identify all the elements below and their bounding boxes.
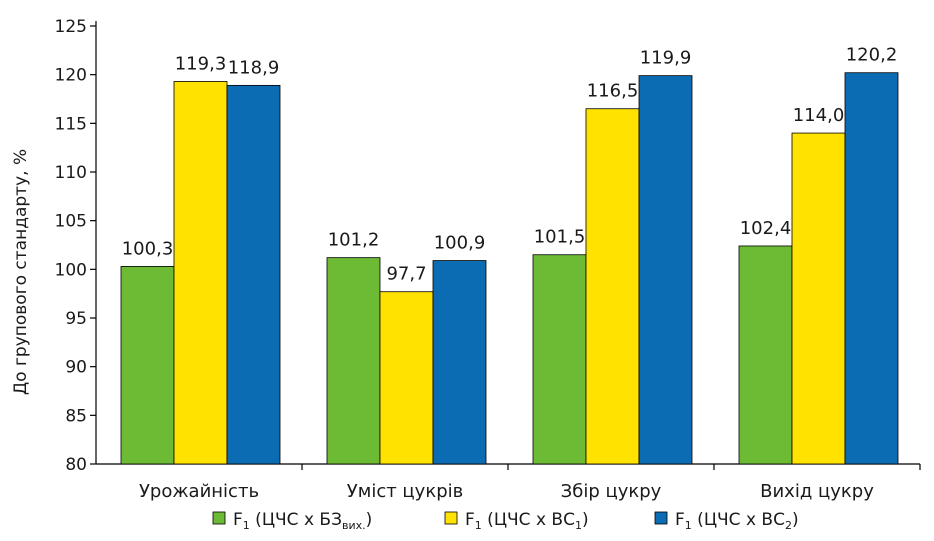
data-label: 120,2: [846, 45, 898, 66]
value-labels: 100,3 101,2 101,5 102,4 119,3 97,7 116,5 114,0 1…: [122, 45, 898, 285]
x-category-label: Урожайність: [139, 481, 259, 502]
y-tick-label: 100: [55, 260, 87, 280]
bar-series-1-Урожайність: [120, 266, 175, 465]
y-axis-title: До групового стандарту, %: [11, 149, 31, 395]
axes: 80 85 90 95 100 105 110 115 120 125 Урожайність Умі…: [55, 17, 921, 502]
data-label: 116,5: [587, 81, 639, 102]
y-tick-label: 115: [55, 114, 87, 134]
legend-label-1: F1 (ЦЧС х БЗвих.): [233, 510, 372, 532]
legend-label-3: F1 (ЦЧС х ВС2): [675, 510, 799, 532]
data-label: 101,2: [328, 230, 380, 251]
y-tick-label: 120: [55, 66, 87, 86]
data-label: 114,0: [793, 105, 845, 126]
bar-series-3-Вихід цукру: [844, 72, 899, 465]
legend-swatch-3: [654, 511, 668, 525]
data-label: 119,9: [640, 48, 692, 69]
data-label: 97,7: [386, 264, 426, 285]
bar-series-3-Урожайність: [226, 84, 281, 465]
bar-series-2-Уміст цукрів: [379, 291, 434, 465]
data-label: 102,4: [740, 218, 792, 239]
data-label: 100,9: [434, 233, 486, 254]
legend-swatch-1: [212, 511, 226, 525]
x-category-label: Уміст цукрів: [347, 481, 463, 502]
y-tick-label: 85: [65, 406, 87, 426]
data-label: 100,3: [122, 238, 174, 259]
y-tick-label: 105: [55, 212, 87, 232]
x-category-label: Збір цукру: [561, 481, 662, 502]
data-label: 119,3: [175, 53, 227, 74]
y-tick-label: 110: [55, 163, 87, 183]
bar-series-2-Урожайність: [173, 81, 228, 465]
bar-series-1-Вихід цукру: [738, 245, 793, 465]
bar-series-3-Збір цукру: [638, 75, 693, 465]
y-tick-label: 95: [65, 309, 87, 329]
bar-series-1-Збір цукру: [532, 254, 587, 465]
legend-label-2: F1 (ЦЧС х ВС1): [465, 510, 589, 532]
bar-series-1-Уміст цукрів: [326, 257, 381, 465]
data-label: 118,9: [228, 57, 280, 78]
bar-series-2-Збір цукру: [585, 108, 640, 465]
bars: [120, 72, 899, 465]
y-tick-label: 90: [65, 358, 87, 378]
bar-series-3-Уміст цукрів: [432, 260, 487, 465]
x-category-label: Вихід цукру: [760, 481, 874, 502]
y-tick-label: 80: [65, 455, 87, 475]
y-tick-label: 125: [55, 17, 87, 37]
legend: F1 (ЦЧС х БЗвих.) F1 (ЦЧС х ВС1) F1 (ЦЧС х…: [212, 510, 799, 532]
data-label: 101,5: [534, 227, 586, 248]
bar-series-2-Вихід цукру: [791, 132, 846, 465]
legend-swatch-2: [444, 511, 458, 525]
